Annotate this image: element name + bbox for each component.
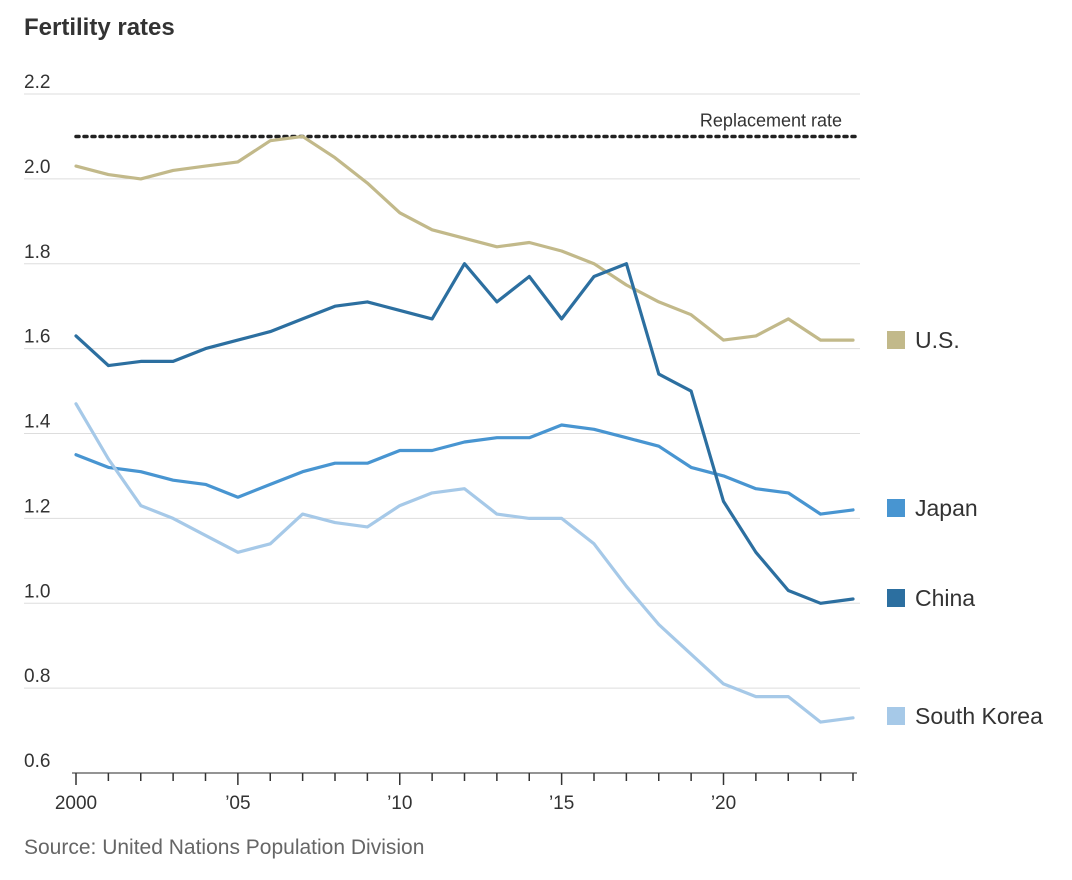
series-line-china [74,262,855,605]
x-tick-label: 2000 [55,793,97,814]
replacement-rate-reference: Replacement rate [74,110,862,139]
source-note: Source: United Nations Population Divisi… [24,836,425,859]
legend-label-u-s: U.S. [915,327,960,353]
x-axis: 2000 ’05 ’10 ’15 ’20 [55,772,857,814]
chart-title: Fertility rates [24,14,175,41]
legend-swatch-china [887,589,905,607]
series-line-south-korea [74,402,855,724]
y-tick-label: 1.6 [24,327,50,348]
x-tick-label: ’05 [225,793,250,814]
y-tick-label: 2.0 [24,157,50,178]
x-tick-label: ’10 [387,793,412,814]
y-tick-label: 2.2 [24,72,50,93]
legend-label-south-korea: South Korea [915,703,1043,729]
gridlines: 0.6 0.8 1.0 1.2 1.4 1.6 1.8 2.0 2.2 [24,72,860,772]
y-tick-label: 1.0 [24,581,50,602]
x-tick-label: ’20 [711,793,736,814]
legend-label-china: China [915,585,975,611]
replacement-rate-label: Replacement rate [700,110,842,130]
series-line-japan [74,423,855,516]
legend-swatch-japan [887,499,905,517]
y-tick-label: 1.2 [24,496,50,517]
legend-label-japan: Japan [915,495,978,521]
legend-swatch-u-s [887,331,905,349]
legend-swatch-south-korea [887,707,905,725]
series-line-u-s [74,134,855,342]
y-tick-label: 0.6 [24,751,50,772]
series-lines [74,134,855,724]
y-tick-label: 1.8 [24,242,50,263]
x-tick-label: ’15 [549,793,574,814]
y-tick-label: 1.4 [24,412,51,433]
legend: U.S. Japan China South Korea [887,327,1043,729]
y-tick-label: 0.8 [24,666,50,687]
